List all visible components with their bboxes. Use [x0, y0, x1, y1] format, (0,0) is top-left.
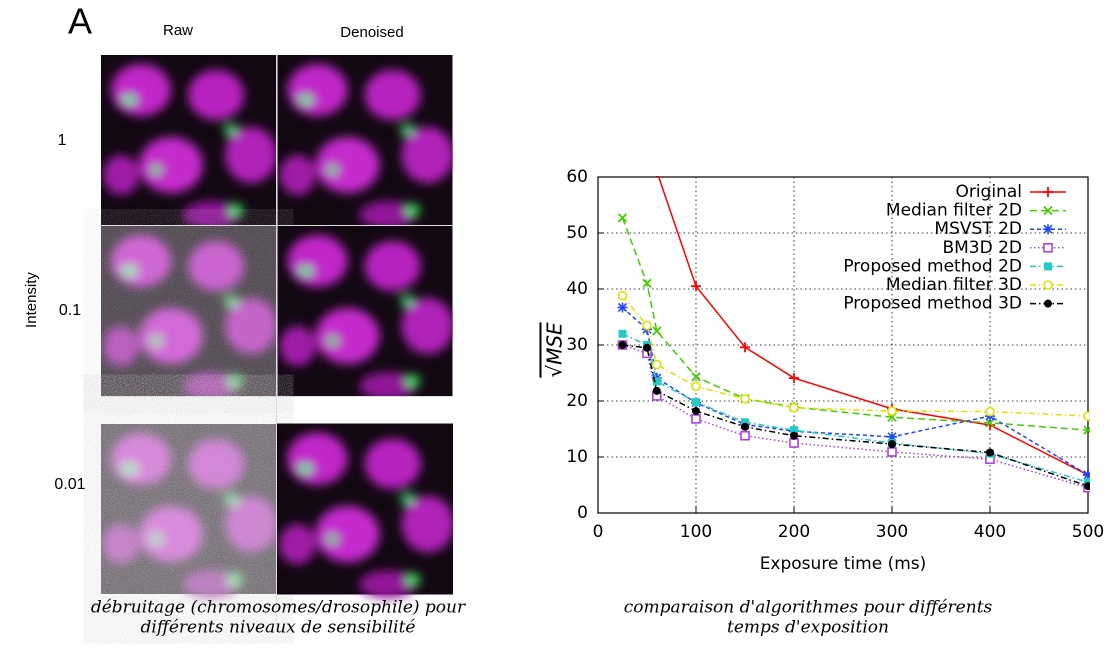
legend-label: BM3D 2D — [942, 238, 1022, 258]
marker — [740, 430, 750, 441]
marker — [985, 418, 995, 428]
x-tick-label: 500 — [1072, 522, 1104, 542]
marker — [617, 302, 628, 313]
series-line — [622, 306, 1089, 476]
y-tick-label: 10 — [566, 447, 588, 467]
micrograph — [278, 55, 454, 229]
legend-marker — [1043, 187, 1053, 197]
marker — [617, 290, 628, 301]
marker — [789, 402, 799, 413]
marker — [642, 320, 652, 331]
legend-marker — [1044, 262, 1052, 271]
row-label: 0.01 — [54, 476, 85, 493]
y-tick-label: 0 — [577, 503, 588, 523]
y-tick-label: 20 — [566, 391, 588, 411]
marker — [887, 406, 897, 416]
legend-label: MSVST 2D — [934, 219, 1022, 239]
marker — [655, 176, 658, 177]
marker — [652, 386, 661, 395]
x-axis-label: Exposure time (ms) — [760, 554, 927, 574]
column-label: Denoised — [340, 24, 403, 41]
noise — [101, 397, 276, 621]
marker — [692, 398, 700, 407]
x-tick-label: 200 — [778, 522, 810, 542]
marker — [789, 373, 799, 384]
legend-label: Proposed method 3D — [843, 294, 1022, 314]
series-line — [621, 295, 1089, 417]
micrograph — [277, 424, 454, 599]
marker — [1084, 482, 1090, 491]
row-axis-label: Intensity — [23, 272, 40, 328]
legend-label: Median filter 3D — [886, 275, 1022, 295]
series-line — [622, 333, 1089, 483]
x-tick-label: 100 — [680, 522, 712, 542]
column-label: Raw — [163, 22, 193, 39]
caption: débruitage (chromosomes/drosophile) pour — [91, 598, 466, 618]
marker — [691, 414, 701, 424]
marker — [741, 418, 749, 427]
marker — [651, 359, 662, 370]
marker — [1083, 425, 1090, 435]
marker — [1084, 478, 1090, 487]
row-label: 1 — [58, 132, 67, 149]
plot-frame — [597, 176, 1089, 514]
micrograph — [101, 55, 277, 229]
marker — [691, 372, 701, 382]
marker — [1083, 469, 1090, 480]
marker — [741, 422, 749, 431]
legend-marker — [1043, 205, 1053, 216]
marker — [740, 393, 750, 404]
legend-marker — [1044, 299, 1052, 308]
marker — [1083, 411, 1090, 421]
marker — [652, 377, 661, 386]
series-line — [657, 176, 1089, 476]
marker — [643, 343, 651, 352]
legend-marker — [1043, 243, 1053, 253]
series-line — [622, 344, 1089, 489]
legend-marker — [1043, 224, 1053, 235]
x-tick-label: 300 — [876, 522, 908, 542]
x-tick-label: 400 — [974, 522, 1006, 542]
marker — [985, 406, 995, 417]
marker — [790, 431, 798, 440]
marker — [692, 407, 700, 416]
marker — [888, 440, 896, 449]
legend-label: Median filter 2D — [886, 201, 1022, 221]
micrograph-grid — [101, 55, 454, 621]
marker — [691, 281, 701, 292]
y-tick-label: 40 — [566, 279, 588, 299]
marker — [789, 438, 799, 448]
marker — [642, 278, 652, 289]
caption: différents niveaux de sensibilité — [141, 618, 416, 638]
y-tick-label: 50 — [566, 223, 588, 243]
y-tick-label: 30 — [566, 335, 588, 355]
y-axis-label: √MSE — [543, 322, 567, 378]
plot-area — [617, 176, 1090, 493]
marker — [617, 213, 628, 223]
y-tick-label: 60 — [566, 167, 588, 187]
noise — [101, 226, 276, 396]
panel-label: A — [68, 1, 92, 42]
marker — [790, 426, 798, 435]
legend-marker — [1043, 280, 1053, 290]
micrograph — [278, 226, 454, 400]
marker — [887, 447, 897, 457]
legend-label: Original — [955, 182, 1022, 202]
marker — [618, 329, 627, 338]
caption: comparaison d'algorithmes pour différent… — [624, 598, 993, 618]
marker — [986, 448, 994, 457]
marker — [652, 326, 662, 336]
caption: temps d'exposition — [727, 618, 889, 638]
marker — [691, 381, 701, 392]
x-tick-label: 0 — [593, 522, 604, 542]
marker — [740, 342, 750, 353]
marker — [887, 431, 897, 442]
row-label: 0.1 — [59, 302, 81, 319]
marker — [618, 341, 627, 349]
legend-label: Proposed method 2D — [843, 256, 1022, 276]
